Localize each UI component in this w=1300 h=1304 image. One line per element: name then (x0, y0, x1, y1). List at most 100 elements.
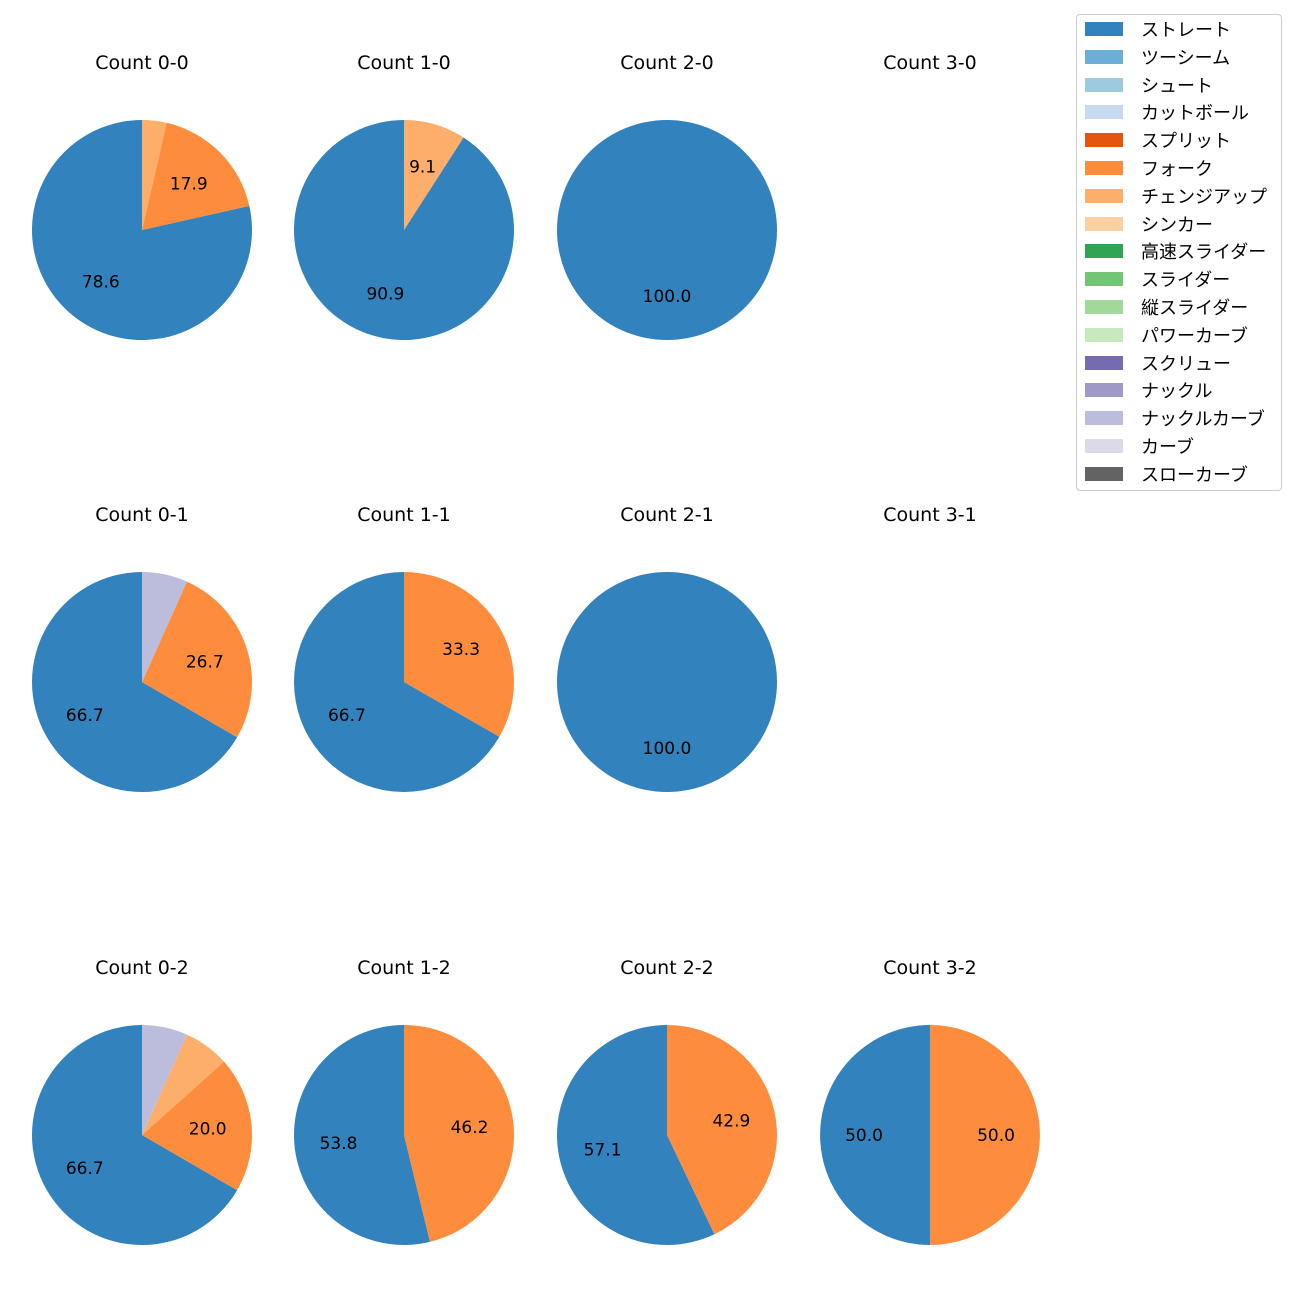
legend-item: フォーク (1085, 156, 1213, 180)
panel-title: Count 0-0 (95, 52, 189, 74)
legend-swatch (1085, 355, 1123, 370)
panel-title: Count 3-1 (883, 504, 977, 526)
pie-panel-count-2-1: Count 2-1 100.0 (557, 504, 777, 792)
pie-slice-フォーク (930, 1025, 1040, 1245)
panel-title: Count 3-2 (883, 957, 977, 979)
legend-swatch (1085, 244, 1123, 259)
pie-slice-ストレート (820, 1025, 930, 1245)
legend-swatch (1085, 327, 1123, 342)
legend-label: チェンジアップ (1141, 186, 1267, 208)
panel-title: Count 1-2 (357, 957, 451, 979)
pie-panel-count-0-1: Count 0-1 66.7 26.7 (32, 504, 253, 793)
legend-swatch (1085, 216, 1123, 231)
legend-label: ストレート (1141, 20, 1231, 41)
pie-slice-ストレート (32, 572, 238, 793)
legend-item: スローカーブ (1085, 462, 1248, 486)
pie-slice-label: 66.7 (66, 706, 104, 726)
pie-panel-count-2-0: Count 2-0 100.0 (557, 52, 777, 340)
legend-item: スライダー (1085, 267, 1230, 291)
pie-slice-label: 42.9 (712, 1111, 750, 1131)
legend-label: カットボール (1141, 103, 1249, 125)
pie-slice-label: 17.9 (170, 174, 208, 194)
pie-slice-フォーク (404, 572, 515, 737)
pie-slice-label: 90.9 (366, 284, 404, 304)
pie-slice-ストレート (557, 120, 777, 340)
legend-swatch (1085, 49, 1123, 64)
legend-label: ナックルカーブ (1141, 409, 1265, 431)
pie-slice-ストレート (32, 120, 253, 340)
pie-panel-count-1-0: Count 1-0 90.9 9.1 (293, 52, 514, 340)
legend-item: シンカー (1085, 212, 1213, 236)
pie-slice-label: 100.0 (643, 739, 692, 759)
legend-swatch (1085, 383, 1123, 398)
pie-slice-フォーク (667, 1025, 777, 1235)
legend-item: ナックルカーブ (1085, 406, 1265, 430)
panel-title: Count 2-1 (620, 504, 714, 526)
pie-slice-label: 46.2 (451, 1118, 489, 1138)
pie-slice-ストレート (294, 572, 500, 792)
legend-item: スプリット (1085, 128, 1231, 152)
legend-label: スローカーブ (1141, 464, 1248, 486)
pie-slice-ナックルカーブ (142, 1025, 187, 1135)
legend-swatch (1085, 133, 1123, 148)
legend-item: カットボール (1085, 100, 1249, 124)
pie-slice-label: 20.0 (189, 1119, 227, 1139)
legend-label: スライダー (1141, 270, 1231, 292)
pie-slice-チェンジアップ (142, 1034, 224, 1135)
pie-slice-フォーク (142, 1061, 253, 1191)
pie-panel-count-0-0: Count 0-0 78.6 17.9 (32, 52, 253, 340)
pie-slice-ストレート (556, 1025, 715, 1246)
legend-swatch (1085, 188, 1123, 203)
pie-slice-label: 9.1 (409, 158, 436, 178)
legend-label: スクリュー (1141, 353, 1231, 375)
pie-panel-count-0-2: Count 0-2 66.7 20.0 (32, 957, 253, 1245)
legend-item: ナックル (1085, 378, 1212, 402)
legend-item: スクリュー (1085, 351, 1231, 375)
pie-slice-フォーク (142, 581, 253, 738)
legend-label: ナックル (1141, 381, 1213, 403)
pie-slice-label: 53.8 (320, 1134, 358, 1154)
pie-panel-count-3-2: Count 3-2 50.0 50.0 (820, 957, 1040, 1245)
legend-item: チェンジアップ (1085, 184, 1267, 208)
pie-slice-label: 50.0 (977, 1126, 1015, 1146)
panel-title: Count 3-0 (883, 52, 977, 74)
pie-panel-count-2-2: Count 2-2 57.1 42.9 (556, 957, 777, 1246)
pie-slice-label: 33.3 (442, 640, 480, 660)
pie-panel-count-1-1: Count 1-1 66.7 33.3 (294, 504, 515, 792)
legend-label: カーブ (1141, 437, 1194, 458)
legend-item: 高速スライダー (1085, 239, 1266, 263)
panel-title: Count 2-2 (620, 957, 714, 979)
legend-swatch (1085, 161, 1123, 175)
legend-swatch (1085, 300, 1123, 314)
pie-slice-フォーク (404, 1025, 514, 1242)
pie-slice-ストレート (32, 1025, 238, 1245)
pie-slice-label: 26.7 (186, 653, 224, 673)
legend-item: シュート (1085, 73, 1213, 97)
legend-item: 縦スライダー (1085, 295, 1248, 319)
legend-item: ストレート (1085, 17, 1231, 41)
pie-slice-フォーク (142, 122, 250, 230)
pie-slice-チェンジアップ (404, 120, 464, 230)
legend-label: ツーシーム (1141, 47, 1231, 69)
legend-swatch (1085, 466, 1123, 481)
legend-item: ツーシーム (1085, 45, 1230, 69)
pie-slice-ストレート (293, 120, 514, 340)
pie-slice-ナックルカーブ (142, 572, 187, 682)
legend-label: パワーカーブ (1141, 325, 1248, 347)
legend-swatch (1085, 105, 1123, 120)
pie-panel-count-3-0: Count 3-0 (883, 52, 977, 74)
legend-swatch (1085, 411, 1123, 426)
legend-swatch (1085, 272, 1123, 287)
legend-swatch (1085, 77, 1123, 92)
pie-panel-count-1-2: Count 1-2 53.8 46.2 (293, 957, 514, 1245)
pie-panel-count-3-1: Count 3-1 (883, 504, 977, 526)
panel-title: Count 0-1 (95, 504, 189, 526)
panel-title: Count 2-0 (620, 52, 714, 74)
legend-label: 高速スライダー (1141, 242, 1267, 264)
pie-slice-label: 50.0 (845, 1126, 883, 1146)
legend-item: パワーカーブ (1085, 323, 1248, 347)
legend: ストレートツーシームシュートカットボールスプリットフォークチェンジアップシンカー… (1076, 14, 1282, 491)
pie-slice-ストレート (293, 1025, 431, 1245)
